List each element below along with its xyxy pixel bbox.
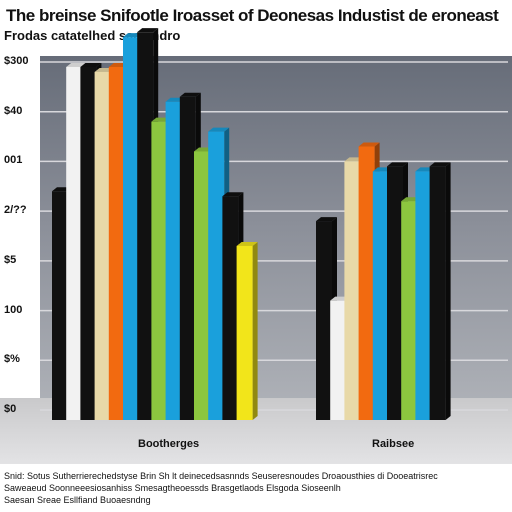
- bar-raibsee-1: [330, 300, 347, 420]
- bar-raibsee-7: [401, 201, 418, 420]
- chart-caption: Snid: Sotus Sutherrierechedstyse Brin Sh…: [4, 470, 508, 506]
- bar-raibsee-4: [358, 146, 375, 420]
- bar-bootherges-2: [80, 66, 97, 420]
- bar-raibsee-5: [372, 171, 389, 420]
- bar-bootherges-11: [208, 131, 225, 420]
- bar-bootherges-8: [165, 101, 182, 421]
- bar-bootherges-5: [123, 37, 139, 421]
- bar-bootherges-4: [108, 66, 125, 420]
- caption-line: Saweaeud Soonneeesiosanhiss Smesagtheoes…: [4, 483, 341, 493]
- y-tick-label: 001: [4, 154, 23, 167]
- y-tick-label: 2/??: [4, 204, 27, 217]
- bar-top: [208, 127, 230, 132]
- bar-top: [429, 162, 451, 167]
- y-tick-label: 100: [4, 303, 23, 316]
- y-tick-label: $40: [4, 104, 23, 117]
- bar-bootherges-6: [137, 32, 154, 421]
- y-tick-label: $300: [4, 55, 29, 67]
- bar-top: [316, 217, 337, 222]
- bar-bootherges-13: [236, 245, 253, 420]
- y-tick-label: $0: [4, 403, 17, 415]
- bar-bootherges-12: [222, 196, 239, 420]
- bar-raibsee-0: [316, 221, 332, 420]
- bar-top: [80, 62, 102, 67]
- bar-bootherges-1: [66, 66, 83, 420]
- chart-title: The breinse Snifootle Iroasset of Deones…: [6, 6, 499, 25]
- caption-line: Snid: Sotus Sutherrierechedstyse Brin Sh…: [4, 471, 438, 481]
- bar-bootherges-10: [194, 151, 210, 420]
- bar-bootherges-0: [52, 191, 68, 420]
- y-tick-label: $5: [4, 253, 17, 266]
- category-label-raibsee: Raibsee: [372, 438, 415, 450]
- bar-raibsee-3: [344, 161, 361, 420]
- bar-top: [137, 28, 159, 33]
- y-tick-label: $%: [4, 353, 20, 366]
- category-label-bootherges: Bootherges: [138, 438, 200, 450]
- bar-top: [236, 241, 258, 246]
- bar-raibsee-8: [415, 171, 432, 420]
- caption-line: Saesan Sreae Esllfiand Buoaesndng: [4, 495, 151, 505]
- bar-raibsee-9: [429, 166, 446, 420]
- bar-bootherges-7: [151, 121, 168, 421]
- bar-side: [445, 162, 451, 420]
- bar-top: [179, 92, 201, 97]
- bar-raibsee-6: [387, 166, 403, 420]
- bar-side: [252, 241, 258, 420]
- bar-top: [387, 162, 408, 167]
- bar-top: [358, 142, 380, 147]
- bar-top: [222, 192, 244, 197]
- bar-bootherges-3: [94, 71, 111, 420]
- bar-bootherges-9: [179, 96, 196, 421]
